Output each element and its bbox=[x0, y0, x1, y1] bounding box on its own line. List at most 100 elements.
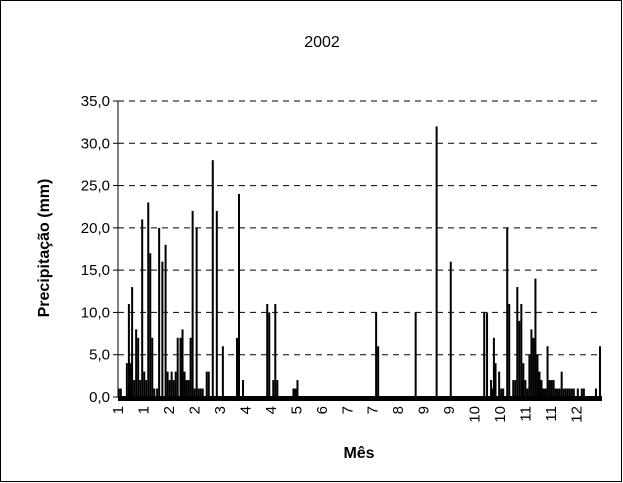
x-tick-label: 7 bbox=[365, 406, 382, 414]
bar bbox=[242, 380, 245, 397]
bar bbox=[141, 219, 144, 397]
bar bbox=[566, 388, 569, 397]
gridlines bbox=[118, 100, 602, 356]
chart-title: 2002 bbox=[304, 34, 340, 51]
bar bbox=[153, 388, 156, 397]
x-tick-label: 6 bbox=[314, 406, 331, 414]
bar bbox=[375, 312, 378, 397]
x-axis-title: Mês bbox=[343, 445, 374, 462]
bar bbox=[145, 380, 148, 397]
bar bbox=[158, 227, 161, 397]
bar bbox=[201, 388, 204, 397]
x-tick-labels: 1 1 2 2 3 4 4 5 6 7 7 8 9 9 10 10 11 11 12 bbox=[110, 406, 586, 423]
bar bbox=[199, 388, 202, 397]
y-tick-label: 30,0 bbox=[81, 135, 110, 152]
bar bbox=[143, 371, 146, 397]
x-axis-daily-ticks bbox=[118, 396, 602, 401]
axes bbox=[113, 100, 602, 401]
x-tick-label: 11 bbox=[543, 406, 560, 422]
bar bbox=[520, 303, 523, 397]
bar bbox=[414, 312, 417, 397]
bar bbox=[552, 380, 555, 397]
x-tick-label: 8 bbox=[390, 406, 407, 414]
bar bbox=[170, 371, 173, 397]
bar bbox=[483, 312, 486, 397]
bar bbox=[147, 202, 150, 397]
bar bbox=[486, 312, 489, 397]
bar bbox=[276, 380, 279, 397]
bar bbox=[544, 388, 547, 397]
y-tick-labels: 0,0 5,0 10,0 15,0 20,0 25,0 30,0 35,0 bbox=[81, 93, 110, 406]
bar bbox=[193, 388, 196, 397]
bar bbox=[272, 380, 275, 397]
bar bbox=[572, 388, 575, 397]
y-tick-label: 15,0 bbox=[81, 262, 110, 279]
bar bbox=[221, 346, 224, 397]
bar bbox=[189, 337, 192, 397]
bar bbox=[211, 160, 214, 397]
bar bbox=[164, 244, 167, 397]
bar bbox=[512, 380, 515, 397]
x-tick-label: 2 bbox=[161, 406, 178, 414]
bar bbox=[174, 371, 177, 397]
x-tick-label: 4 bbox=[263, 406, 280, 414]
x-tick-label: 12 bbox=[569, 406, 586, 423]
bar bbox=[235, 337, 238, 397]
bar bbox=[292, 388, 295, 397]
bar bbox=[598, 346, 601, 397]
bar bbox=[594, 388, 597, 397]
bar bbox=[568, 388, 571, 397]
bar bbox=[518, 320, 521, 397]
bar bbox=[274, 303, 277, 397]
bar bbox=[191, 210, 194, 397]
bar bbox=[215, 210, 218, 397]
y-tick-label: 10,0 bbox=[81, 304, 110, 321]
x-tick-label: 5 bbox=[288, 406, 305, 414]
bar bbox=[556, 388, 559, 397]
bar bbox=[540, 380, 543, 397]
bar bbox=[183, 371, 186, 397]
bar bbox=[560, 371, 563, 397]
bar bbox=[133, 380, 136, 397]
y-tick-label: 5,0 bbox=[89, 347, 110, 364]
x-tick-label: 9 bbox=[441, 406, 458, 414]
bar bbox=[268, 312, 271, 397]
bar bbox=[125, 363, 128, 397]
bar bbox=[532, 337, 535, 397]
bar bbox=[502, 388, 505, 397]
bar bbox=[377, 346, 380, 397]
bars bbox=[117, 126, 601, 398]
x-tick-label: 2 bbox=[186, 406, 203, 414]
bar bbox=[530, 329, 533, 397]
bar bbox=[185, 380, 188, 397]
bar bbox=[508, 303, 511, 397]
bar bbox=[490, 380, 493, 397]
y-tick-label: 35,0 bbox=[81, 93, 110, 110]
y-tick-label: 20,0 bbox=[81, 220, 110, 237]
bar bbox=[435, 126, 438, 398]
bar bbox=[526, 388, 529, 397]
bar bbox=[492, 337, 495, 397]
bar bbox=[168, 380, 171, 397]
bar bbox=[207, 371, 210, 397]
y-tick-label: 25,0 bbox=[81, 178, 110, 195]
bar bbox=[149, 253, 152, 397]
bar bbox=[166, 371, 169, 397]
bar bbox=[538, 371, 541, 397]
bar bbox=[127, 303, 130, 397]
bar bbox=[137, 337, 140, 397]
bar bbox=[494, 363, 497, 397]
bar bbox=[570, 388, 573, 397]
bar bbox=[546, 346, 549, 397]
bar bbox=[534, 278, 537, 397]
x-tick-label: 3 bbox=[212, 406, 229, 414]
bar bbox=[558, 388, 561, 397]
bar bbox=[562, 388, 565, 397]
bar bbox=[516, 287, 519, 397]
bar bbox=[266, 303, 269, 397]
bar bbox=[554, 388, 557, 397]
bar bbox=[139, 380, 142, 397]
x-tick-label: 10 bbox=[492, 406, 509, 423]
bar bbox=[449, 261, 452, 397]
